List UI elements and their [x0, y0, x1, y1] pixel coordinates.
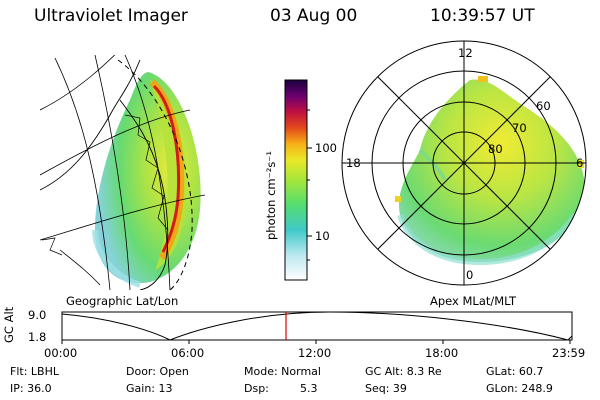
mlt-label-18: 18 — [346, 156, 361, 170]
status-dsp-value: 5.3 — [300, 382, 318, 395]
status-mode: Mode: Normal — [244, 365, 321, 378]
timeline-ylabel: GC Alt — [2, 306, 16, 343]
geographic-caption: Geographic Lat/Lon — [66, 294, 179, 308]
timeline-xtick-2359: 23:59 — [552, 346, 586, 360]
timeline-xtick-0600: 06:00 — [171, 346, 205, 360]
altitude-curve — [61, 311, 573, 341]
status-door: Door: Open — [126, 365, 189, 378]
polar-panel — [341, 40, 587, 286]
timeline-xtick-0000: 00:00 — [44, 346, 78, 360]
colorbar-tick-10: 10 — [315, 229, 330, 243]
timeline-ytick-high: 9.0 — [28, 308, 47, 322]
timeline-xtick-1200: 12:00 — [298, 346, 332, 360]
geographic-panel — [40, 55, 206, 290]
instrument-title: Ultraviolet Imager — [34, 6, 188, 26]
lat-ring-60: 60 — [536, 99, 551, 113]
status-glat: GLat: 60.7 — [486, 365, 544, 378]
mlt-label-6: 6 — [576, 156, 584, 170]
status-dsp-label: Dsp: — [244, 382, 269, 395]
status-gain: Gain: 13 — [126, 382, 173, 395]
lat-ring-70: 70 — [512, 121, 527, 135]
date-label: 03 Aug 00 — [270, 6, 358, 26]
mlt-label-12: 12 — [458, 46, 473, 60]
status-gc-alt: GC Alt: 8.3 Re — [365, 365, 442, 378]
status-filter: Flt: LBHL — [10, 365, 59, 378]
status-seq: Seq: 39 — [365, 382, 407, 395]
mlt-label-0: 0 — [466, 268, 474, 282]
timeline-ytick-low: 1.8 — [28, 330, 47, 344]
status-ip: IP: 36.0 — [10, 382, 52, 395]
lat-ring-80: 80 — [488, 142, 503, 156]
timeline-xtick-1800: 18:00 — [425, 346, 459, 360]
status-glon: GLon: 248.9 — [486, 382, 553, 395]
time-label: 10:39:57 UT — [430, 6, 535, 26]
colorbar — [284, 79, 308, 281]
altitude-timeline-frame — [61, 311, 573, 341]
apex-caption: Apex MLat/MLT — [430, 294, 517, 308]
colorbar-unit-label: photon cm⁻²s⁻¹ — [264, 151, 278, 240]
colorbar-tick-100: 100 — [315, 141, 337, 155]
